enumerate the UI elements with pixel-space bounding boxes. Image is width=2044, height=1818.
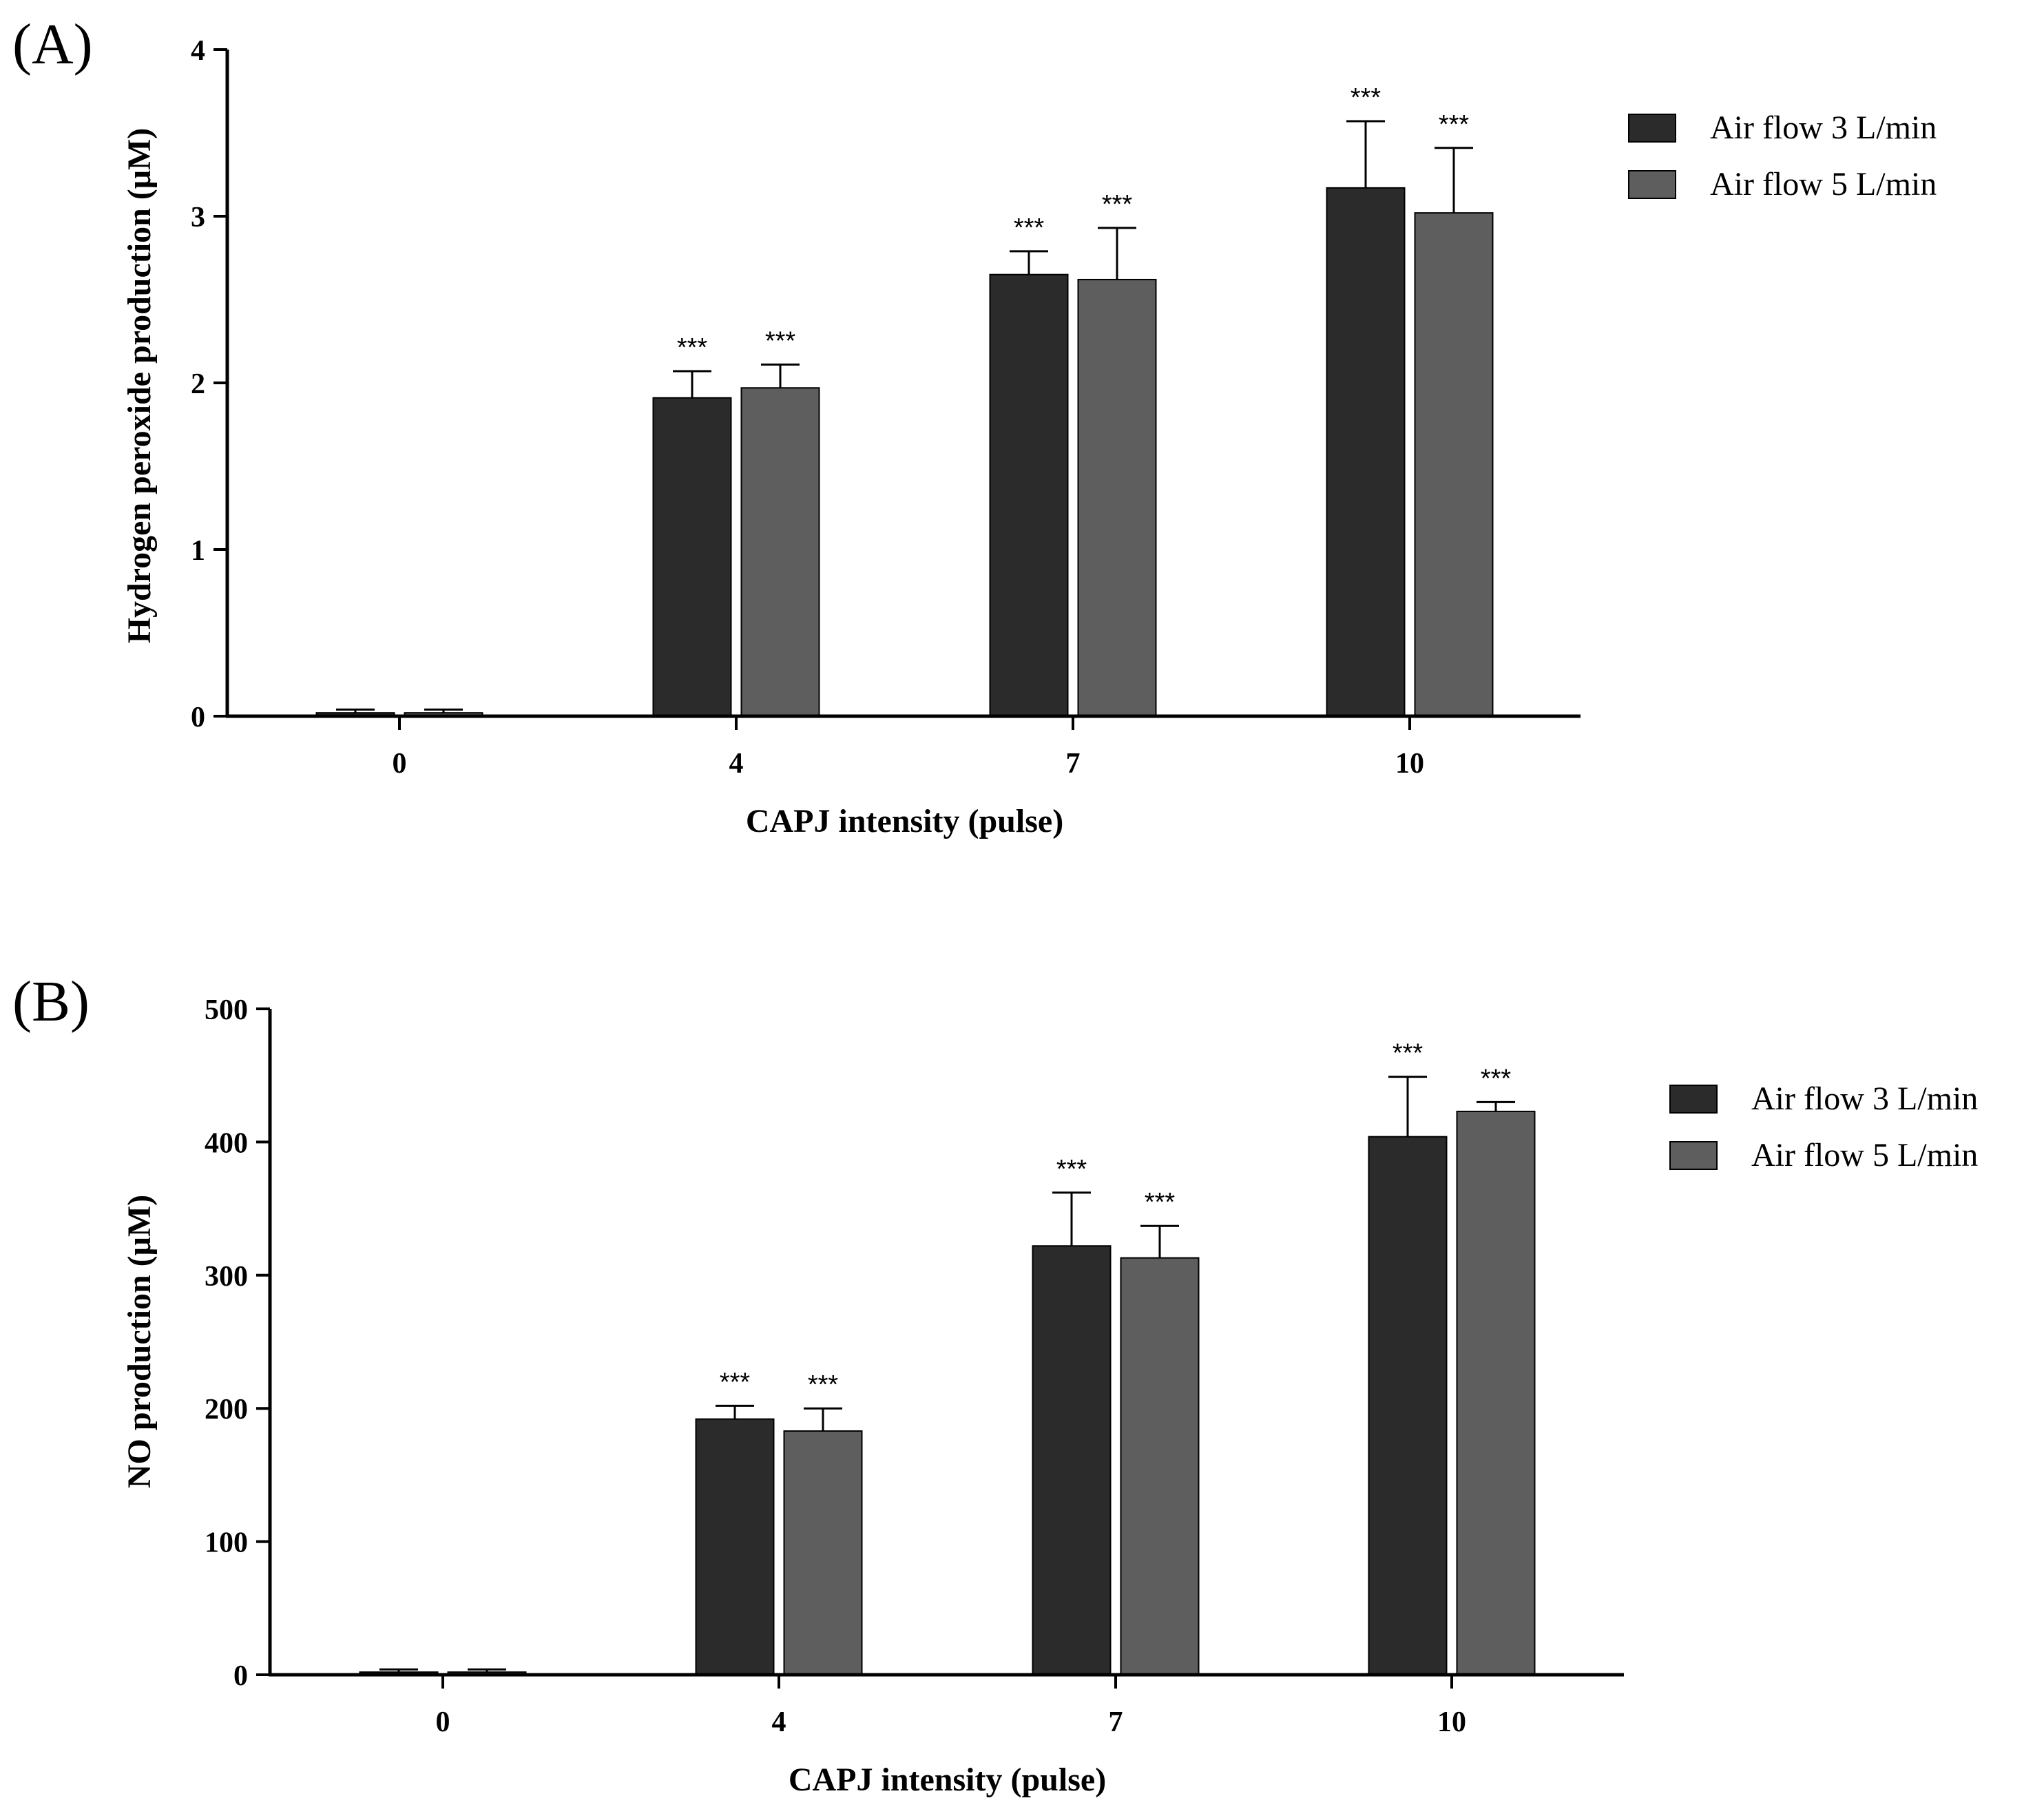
chart-panel-a: (A) *** *** *** *** *** *** 0 1 2 3 4 0 4 7 10 CAPJ inte… xyxy=(12,12,1937,839)
significance-label: *** xyxy=(1145,1188,1176,1217)
x-tick-label: 10 xyxy=(1437,1706,1466,1738)
legend-label-1: Air flow 3 L/min xyxy=(1710,109,1937,146)
bar-2-10 xyxy=(1456,1110,1536,1675)
legend-swatch-2 xyxy=(1669,1141,1718,1170)
panel-label: (B) xyxy=(12,970,90,1034)
significance-label: *** xyxy=(765,326,796,355)
significance-label: *** xyxy=(1393,1039,1424,1068)
x-tick-label: 7 xyxy=(1066,748,1081,780)
y-tick-label: 3 xyxy=(191,202,205,233)
x-tick-label: 0 xyxy=(436,1706,450,1738)
bar-2-7 xyxy=(1077,278,1157,717)
bar-2-10 xyxy=(1414,212,1494,718)
bar-1-7 xyxy=(989,273,1069,717)
bar-1-10 xyxy=(1368,1136,1448,1675)
significance-label: *** xyxy=(1102,190,1133,219)
y-tick-label: 0 xyxy=(233,1660,248,1692)
y-tick-label: 100 xyxy=(205,1527,248,1559)
panel-label: (A) xyxy=(12,12,93,76)
y-axis-title: Hydrogen peroxide production (μM) xyxy=(121,128,158,644)
x-tick-label: 0 xyxy=(393,748,407,780)
x-tick-label: 4 xyxy=(772,1706,786,1738)
x-axis-title: CAPJ intensity (pulse) xyxy=(746,803,1063,839)
chart-panel-b: (B) *** *** *** *** *** *** 0 100 200 300 400 500 0 4 7… xyxy=(12,970,1978,1798)
x-axis-title: CAPJ intensity (pulse) xyxy=(789,1762,1106,1798)
bar-1-10 xyxy=(1326,187,1406,717)
significance-label: *** xyxy=(1014,213,1045,242)
x-tick-label: 10 xyxy=(1395,748,1424,780)
legend-label-2: Air flow 5 L/min xyxy=(1751,1137,1978,1173)
bar-2-4 xyxy=(740,387,820,717)
legend-swatch-1 xyxy=(1628,114,1676,143)
legend-swatch-2 xyxy=(1628,170,1676,199)
legend-swatch-1 xyxy=(1669,1085,1718,1114)
bar-2-4 xyxy=(783,1430,863,1675)
x-tick-label: 7 xyxy=(1109,1706,1123,1738)
significance-label: *** xyxy=(808,1370,839,1399)
bar-1-4 xyxy=(652,397,732,718)
bar-1-7 xyxy=(1032,1245,1112,1675)
significance-label: *** xyxy=(1056,1155,1087,1184)
legend-label-1: Air flow 3 L/min xyxy=(1751,1080,1978,1117)
y-tick-label: 500 xyxy=(205,994,248,1026)
y-tick-label: 0 xyxy=(191,702,205,733)
significance-label: *** xyxy=(1350,83,1381,112)
x-tick-label: 4 xyxy=(729,748,744,780)
significance-label: *** xyxy=(720,1368,751,1397)
significance-label: *** xyxy=(1439,110,1470,139)
bar-2-7 xyxy=(1120,1257,1200,1675)
legend: Air flow 3 L/min Air flow 5 L/min xyxy=(1669,1080,1978,1173)
y-tick-label: 4 xyxy=(191,35,205,67)
legend-label-2: Air flow 5 L/min xyxy=(1710,166,1937,202)
significance-label: *** xyxy=(677,333,708,362)
y-tick-label: 300 xyxy=(205,1261,248,1293)
significance-label: *** xyxy=(1481,1064,1512,1093)
bar-1-4 xyxy=(695,1418,775,1676)
y-axis-title: NO production (μM) xyxy=(121,1195,158,1488)
y-tick-label: 2 xyxy=(191,368,205,400)
y-tick-label: 1 xyxy=(191,535,205,567)
y-tick-label: 400 xyxy=(205,1127,248,1159)
y-tick-label: 200 xyxy=(205,1394,248,1425)
legend: Air flow 3 L/min Air flow 5 L/min xyxy=(1628,109,1937,202)
